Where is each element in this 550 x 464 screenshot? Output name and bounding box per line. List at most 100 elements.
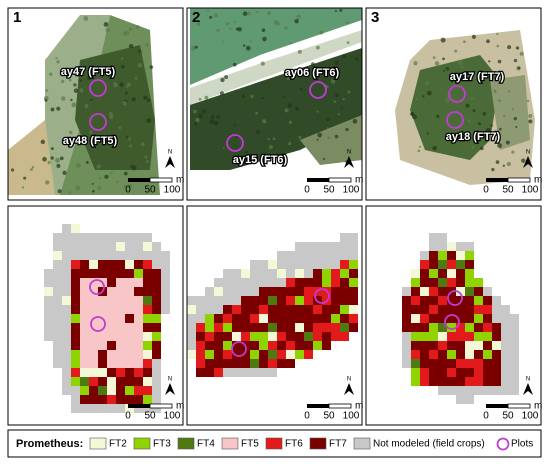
class-cell — [125, 278, 134, 287]
class-cell — [474, 386, 483, 395]
tree-texture — [426, 90, 432, 96]
tree-texture — [190, 45, 196, 51]
class-cell — [205, 368, 214, 377]
tree-texture — [326, 126, 329, 130]
class-cell — [259, 314, 268, 323]
class-cell — [80, 323, 89, 332]
legend-title: Prometheus: — [16, 438, 83, 450]
panel-number: 3 — [371, 9, 379, 26]
class-cell — [349, 233, 358, 242]
class-cell — [349, 269, 358, 278]
class-cell — [268, 359, 277, 368]
class-cell — [143, 287, 152, 296]
class-cell — [71, 404, 80, 413]
class-cell — [107, 287, 116, 296]
scale-bar-label: 0 — [483, 185, 489, 196]
scale-bar-label: 100 — [164, 185, 181, 196]
tree-texture — [69, 130, 73, 135]
class-cell — [134, 323, 143, 332]
class-cell — [71, 305, 80, 314]
tree-texture — [108, 111, 113, 117]
class-cell — [510, 332, 519, 341]
class-cell — [116, 269, 125, 278]
class-cell — [44, 314, 53, 323]
class-cell — [232, 314, 241, 323]
class-cell — [80, 296, 89, 305]
tree-texture — [443, 69, 446, 72]
class-cell — [98, 323, 107, 332]
class-cell — [250, 368, 259, 377]
tree-texture — [465, 103, 470, 108]
plot-circle — [309, 81, 327, 99]
class-cell — [80, 359, 89, 368]
class-cell — [134, 332, 143, 341]
tree-texture — [451, 82, 456, 86]
class-cell — [116, 341, 125, 350]
class-cell — [286, 269, 295, 278]
class-cell — [143, 341, 152, 350]
class-cell — [250, 305, 259, 314]
tree-texture — [47, 160, 51, 165]
class-cell — [196, 323, 205, 332]
class-cell — [456, 323, 465, 332]
class-cell — [125, 350, 134, 359]
legend-label: FT4 — [197, 439, 215, 450]
tree-texture — [513, 58, 518, 63]
tree-texture — [110, 143, 114, 147]
class-cell — [259, 278, 268, 287]
class-cell — [80, 260, 89, 269]
class-cell — [492, 296, 501, 305]
class-cell — [420, 251, 429, 260]
legend-swatch — [133, 437, 151, 450]
class-cell — [62, 359, 71, 368]
tree-texture — [347, 90, 351, 94]
class-cell — [492, 323, 501, 332]
tree-texture — [317, 132, 323, 138]
legend-swatch — [89, 437, 107, 450]
class-cell — [331, 242, 340, 251]
tree-texture — [89, 130, 93, 135]
tree-texture — [255, 10, 259, 14]
tree-texture — [45, 180, 50, 185]
class-cell — [447, 242, 456, 251]
class-cell — [53, 269, 62, 278]
tree-texture — [221, 40, 224, 43]
class-cell — [62, 332, 71, 341]
class-cell — [492, 377, 501, 386]
class-cell — [89, 332, 98, 341]
tree-texture — [471, 34, 477, 39]
tree-texture — [284, 108, 289, 113]
class-cell — [304, 332, 313, 341]
class-cell — [259, 350, 268, 359]
panel-frame — [7, 7, 184, 201]
tree-texture — [511, 150, 515, 154]
class-cell — [322, 305, 331, 314]
class-cell — [465, 359, 474, 368]
scale-bar-unit: m — [534, 175, 542, 186]
class-cell — [98, 332, 107, 341]
tree-texture — [73, 83, 77, 87]
class-cell — [152, 251, 161, 260]
class-cell — [196, 341, 205, 350]
tree-texture — [126, 82, 131, 87]
class-cell — [438, 242, 447, 251]
tree-texture — [327, 136, 331, 140]
plot-circle — [90, 316, 106, 332]
class-cell — [107, 296, 116, 305]
class-cell — [214, 314, 223, 323]
class-cell — [447, 251, 456, 260]
class-cell — [411, 305, 420, 314]
tree-texture — [340, 106, 343, 109]
class-cell — [134, 242, 143, 251]
class-cell — [250, 287, 259, 296]
class-cell — [187, 332, 196, 341]
tree-texture — [122, 100, 128, 106]
class-cell — [223, 278, 232, 287]
class-cell — [232, 305, 241, 314]
class-cell — [295, 269, 304, 278]
tree-texture — [124, 91, 128, 95]
class-cell — [214, 323, 223, 332]
class-cell — [420, 368, 429, 377]
tree-texture — [134, 76, 138, 80]
class-cell — [223, 314, 232, 323]
